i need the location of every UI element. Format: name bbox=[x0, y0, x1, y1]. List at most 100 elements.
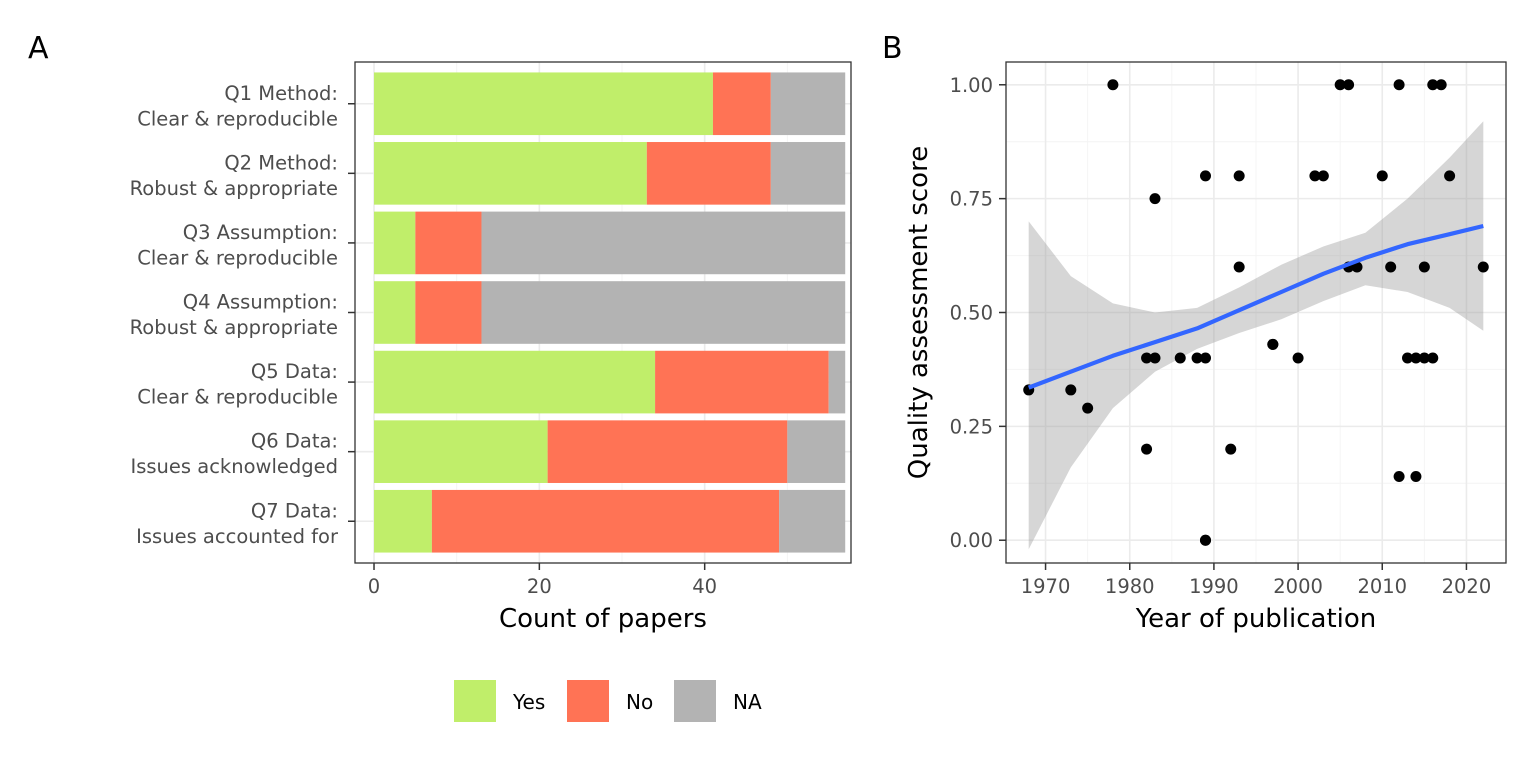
bar-na-q4 bbox=[481, 281, 846, 344]
scatter-point bbox=[1435, 79, 1447, 91]
scatter-point bbox=[1199, 534, 1211, 546]
legend-label-no: No bbox=[626, 690, 653, 714]
scatter-point bbox=[1418, 261, 1430, 273]
legend: Yes No NA bbox=[454, 680, 762, 722]
y-tick-label-q3: Q3 Assumption: Clear & reproducible bbox=[137, 221, 338, 270]
bar-na-q2 bbox=[770, 142, 846, 205]
scatter-point bbox=[1427, 352, 1439, 364]
bar-no-q1 bbox=[712, 72, 771, 136]
bar-yes-q6 bbox=[374, 420, 548, 483]
x-tick-label: 20 bbox=[527, 575, 552, 598]
y-tick-label-line: Issues acknowledged bbox=[130, 455, 338, 478]
scatter-point bbox=[1233, 261, 1245, 273]
scatter-point bbox=[1141, 443, 1153, 455]
scatter-point bbox=[1317, 170, 1329, 182]
y-tick-label: 1.00 bbox=[950, 74, 993, 97]
y-tick-label-line: Clear & reproducible bbox=[137, 107, 338, 130]
bar-no-q2 bbox=[646, 142, 771, 205]
bar-yes-q3 bbox=[374, 211, 416, 275]
bar-na-q3 bbox=[481, 211, 846, 275]
scatter-point bbox=[1376, 170, 1388, 182]
bar-yes-q1 bbox=[374, 72, 713, 136]
y-tick-label-line: Clear & reproducible bbox=[137, 246, 338, 269]
y-tick-label: 0.75 bbox=[950, 188, 993, 211]
x-tick-label: 40 bbox=[692, 575, 717, 598]
y-tick-label-line: Clear & reproducible bbox=[137, 386, 338, 409]
scatter-point bbox=[1233, 170, 1245, 182]
scatter-chart-panel: 0.00 0.25 0.50 0.75 1.00 1970 1980 1990 2000 201… bbox=[904, 61, 1507, 634]
y-tick-label-line: Robust & appropriate bbox=[130, 316, 338, 339]
bar-na-q6 bbox=[787, 420, 846, 483]
x-tick-label: 1980 bbox=[1105, 575, 1155, 598]
scatter-point bbox=[1149, 193, 1161, 205]
scatter-point bbox=[1292, 352, 1304, 364]
y-tick-label-line: Q4 Assumption: bbox=[183, 291, 338, 314]
y-tick-label-line: Q3 Assumption: bbox=[183, 221, 338, 244]
scatter-point bbox=[1191, 352, 1203, 364]
y-tick-label-q6: Q6 Data: Issues acknowledged bbox=[130, 430, 338, 479]
bar-na-q5 bbox=[828, 350, 846, 414]
scatter-point bbox=[1385, 261, 1397, 273]
x-tick-label: 0 bbox=[368, 575, 380, 598]
scatter-point bbox=[1225, 443, 1237, 455]
panel-b-tag: B bbox=[882, 31, 903, 66]
scatter-point bbox=[1477, 261, 1489, 273]
scatter-point bbox=[1174, 352, 1186, 364]
scatter-point bbox=[1343, 79, 1355, 91]
scatter-point bbox=[1141, 352, 1153, 364]
bar-no-q4 bbox=[415, 281, 482, 344]
scatter-point bbox=[1199, 352, 1211, 364]
scatter-chart-x-title: Year of publication bbox=[1135, 604, 1377, 634]
scatter-point bbox=[1267, 338, 1279, 350]
x-tick-label: 1970 bbox=[1021, 575, 1071, 598]
x-tick-label: 2020 bbox=[1442, 575, 1492, 598]
panel-a-tag: A bbox=[28, 31, 49, 66]
scatter-point bbox=[1149, 352, 1161, 364]
scatter-chart-x-axis: 1970 1980 1990 2000 2010 2020 bbox=[1021, 563, 1492, 598]
bar-na-q7 bbox=[779, 489, 846, 553]
bar-no-q3 bbox=[415, 211, 482, 275]
scatter-point bbox=[1444, 170, 1456, 182]
y-tick-label-line: Q2 Method: bbox=[224, 151, 338, 174]
x-tick-label: 2010 bbox=[1357, 575, 1407, 598]
y-tick-label-q2: Q2 Method: Robust & appropriate bbox=[130, 151, 338, 200]
bar-yes-q2 bbox=[374, 142, 647, 205]
y-tick-label: 0.50 bbox=[950, 302, 993, 325]
scatter-chart-y-title: Quality assessment score bbox=[904, 146, 934, 479]
scatter-point bbox=[1082, 402, 1094, 414]
y-tick-label-line: Q5 Data: bbox=[251, 360, 338, 383]
bar-chart-x-title: Count of papers bbox=[499, 604, 707, 634]
scatter-chart-y-axis: 0.00 0.25 0.50 0.75 1.00 bbox=[950, 74, 1006, 552]
bar-na-q1 bbox=[770, 72, 846, 136]
y-tick-label: 0.00 bbox=[950, 529, 993, 552]
scatter-points bbox=[1023, 79, 1489, 546]
y-tick-label-line: Q7 Data: bbox=[251, 499, 338, 522]
y-tick-label-line: Q1 Method: bbox=[224, 82, 338, 105]
smooth-trend-line bbox=[1027, 223, 1484, 390]
scatter-point bbox=[1107, 79, 1119, 91]
legend-key-na bbox=[674, 680, 716, 722]
legend-label-yes: Yes bbox=[512, 690, 545, 714]
y-tick-label-q4: Q4 Assumption: Robust & appropriate bbox=[130, 291, 338, 340]
scatter-point bbox=[1410, 470, 1422, 482]
scatter-point bbox=[1393, 470, 1405, 482]
bar-chart-bars bbox=[374, 72, 846, 553]
y-tick-label-line: Issues accounted for bbox=[136, 525, 339, 548]
x-tick-label: 2000 bbox=[1273, 575, 1323, 598]
y-tick-label-q1: Q1 Method: Clear & reproducible bbox=[137, 82, 338, 131]
bar-no-q5 bbox=[655, 350, 829, 414]
y-tick-label-line: Robust & appropriate bbox=[130, 177, 338, 200]
bar-no-q6 bbox=[547, 420, 788, 483]
y-tick-label-line: Q6 Data: bbox=[251, 430, 338, 453]
bar-yes-q5 bbox=[374, 350, 656, 414]
bar-no-q7 bbox=[431, 489, 780, 553]
confidence-ribbon bbox=[1028, 121, 1484, 550]
legend-label-na: NA bbox=[733, 690, 762, 714]
scatter-point bbox=[1427, 79, 1439, 91]
scatter-point bbox=[1065, 384, 1077, 396]
scatter-point bbox=[1410, 352, 1422, 364]
y-tick-label: 0.25 bbox=[950, 415, 993, 438]
scatter-point bbox=[1334, 79, 1346, 91]
